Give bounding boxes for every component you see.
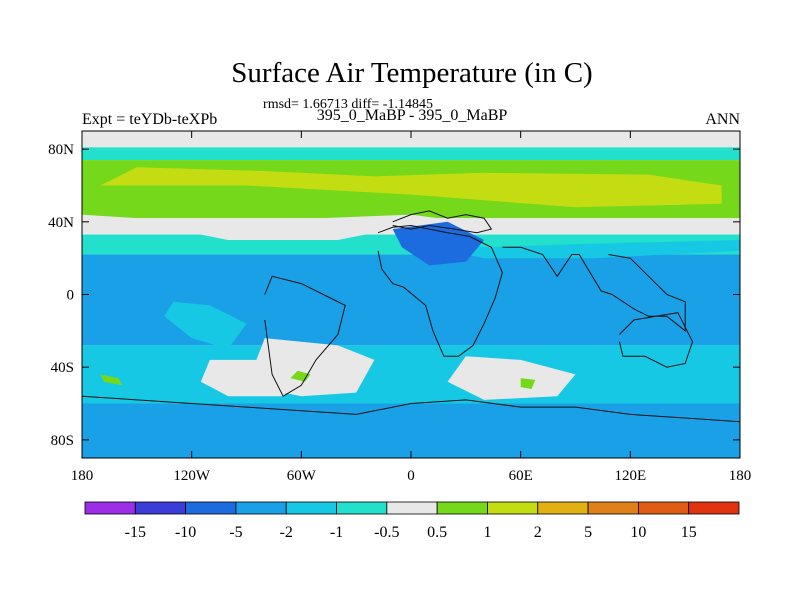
colorbar-swatch-8 (487, 501, 539, 515)
y-axis: 80N 40N 0 40S 80S (48, 142, 740, 449)
colorbar-swatch-12 (688, 501, 740, 515)
colorbar-label-9: 5 (584, 524, 592, 541)
colorbar-swatch-6 (386, 501, 438, 515)
coastline-africa (377, 224, 503, 357)
colorbar-label-1: -10 (175, 524, 196, 541)
right-label: ANN (705, 111, 740, 128)
anomaly-patch-10 (520, 378, 536, 389)
anomaly-patch-4 (164, 301, 247, 349)
chart-title: Surface Air Temperature (in C) (231, 57, 592, 89)
stats-subtitle: rmsd= 1.66713 diff= -1.14845 (263, 97, 433, 112)
colorbar-label-4: -1 (330, 524, 343, 541)
colorbar-label-7: 1 (483, 524, 491, 541)
latitude-band-1 (82, 147, 740, 161)
x-axis: 180 120W 60W 0 60E 120E 180 (71, 131, 752, 484)
colorbar-label-6: 0.5 (427, 524, 447, 541)
experiment-subtitle: 395_0_MaBP - 395_0_MaBP (317, 107, 508, 124)
y-tick-label-0: 80N (48, 142, 74, 158)
colorbar-swatch-1 (134, 501, 187, 515)
colorbar-label-11: 15 (681, 524, 697, 541)
y-tick-label-3: 40S (51, 360, 74, 376)
colorbar-swatch-0 (84, 501, 136, 515)
latitude-band-5 (82, 254, 740, 346)
y-tick-label-4: 80S (51, 433, 74, 449)
y-tick-label-1: 40N (48, 215, 74, 231)
coastline-antarctica (82, 395, 740, 423)
colorbar-label-5: -0.5 (374, 524, 399, 541)
map-plot-area (82, 131, 740, 458)
colorbar-label-2: -5 (229, 524, 242, 541)
colorbar: -15 -10 -5 -2 -1 -0.5 0.5 1 2 5 10 15 (84, 501, 740, 541)
coastline-india-asia (502, 246, 686, 332)
anomaly-patch-8 (100, 374, 123, 386)
anomaly-patch-7 (447, 356, 576, 400)
latitude-band-0 (82, 131, 740, 148)
y-tick-label-2: 0 (67, 288, 75, 304)
anomaly-patch-6 (200, 359, 302, 397)
x-tick-label-3: 0 (407, 468, 415, 484)
x-tick-label-4: 60E (509, 468, 533, 484)
anomaly-patch-1 (82, 214, 439, 240)
colorbar-label-10: 10 (630, 524, 646, 541)
colorbar-swatch-4 (285, 501, 337, 515)
coastlines (82, 210, 740, 423)
colorbar-label-8: 2 (534, 524, 542, 541)
colorbar-label-0: -15 (125, 524, 146, 541)
colorbar-swatch-3 (235, 501, 287, 515)
colorbar-swatch-11 (637, 501, 690, 515)
colorbar-swatch-5 (336, 501, 388, 515)
colorbar-swatch-2 (185, 501, 237, 515)
latitude-band-6 (82, 345, 740, 404)
x-tick-label-2: 60W (287, 468, 317, 484)
anomaly-patches (82, 167, 740, 458)
x-tick-label-6: 180 (729, 468, 752, 484)
colorbar-swatch-7 (436, 501, 488, 515)
x-tick-label-1: 120W (173, 468, 211, 484)
colorbar-swatch-10 (587, 501, 639, 515)
left-label: Expt = teYDb-teXPb (82, 111, 217, 128)
colorbar-swatch-9 (537, 501, 589, 515)
coastline-south-america (264, 275, 346, 397)
coastline-australia (618, 312, 694, 368)
x-tick-label-0: 180 (71, 468, 94, 484)
colorbar-label-3: -2 (280, 524, 293, 541)
coastline-europe (392, 210, 493, 234)
anomaly-patch-11 (82, 407, 740, 458)
anomaly-patch-0 (100, 167, 722, 208)
anomaly-patch-3 (392, 221, 485, 266)
x-tick-label-5: 120E (614, 468, 646, 484)
